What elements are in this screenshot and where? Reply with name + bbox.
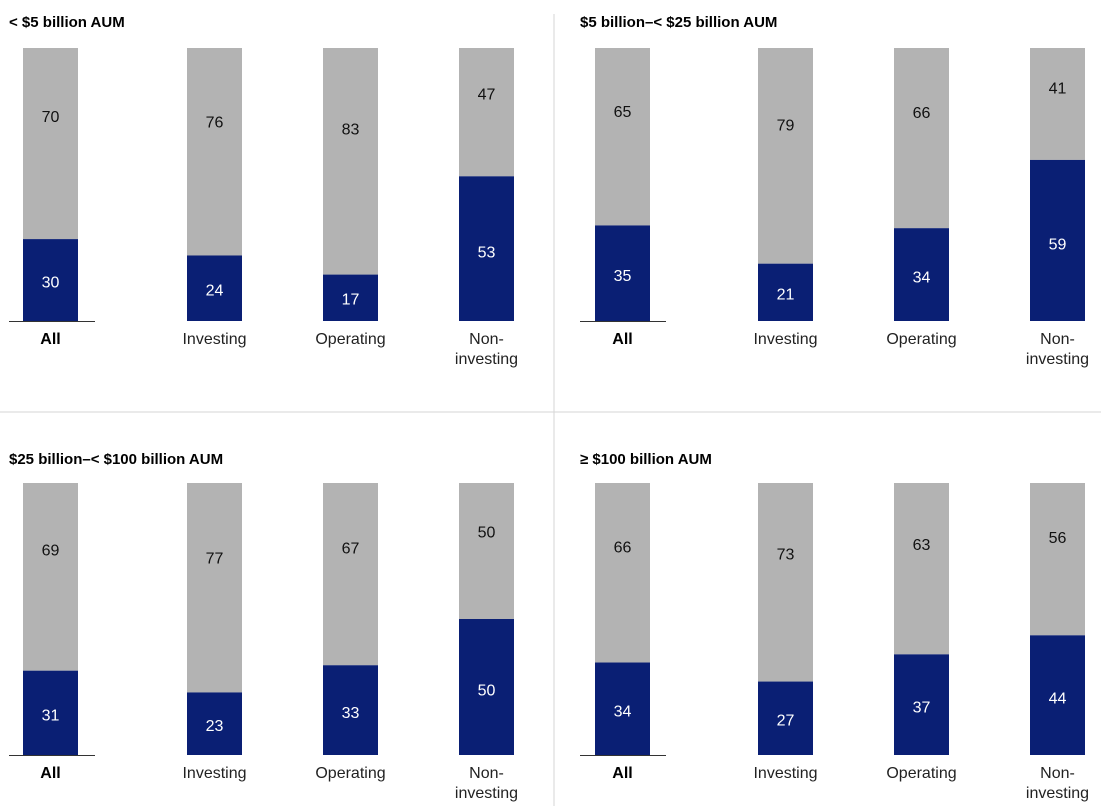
- value-label-upper: 79: [777, 118, 795, 135]
- category-label: Non-investing: [455, 765, 518, 802]
- value-label-lower: 23: [206, 718, 224, 735]
- panel-title: $5 billion–< $25 billion AUM: [580, 14, 777, 31]
- bar-segment-lower: [758, 681, 813, 755]
- bar-segment-upper: [23, 483, 78, 671]
- bar-segment-lower: [459, 619, 514, 755]
- value-label-upper: 66: [614, 540, 632, 557]
- value-label-lower: 34: [614, 704, 632, 721]
- bar-segment-upper: [187, 483, 242, 693]
- bar-segment-upper: [187, 48, 242, 256]
- bar-segment-lower: [187, 692, 242, 755]
- bar-segment-upper: [1030, 483, 1085, 636]
- value-label-lower: 27: [777, 713, 795, 730]
- value-label-lower: 37: [913, 700, 931, 717]
- bar-segment-upper: [323, 48, 378, 275]
- value-label-lower: 35: [614, 268, 632, 285]
- bar-segment-lower: [23, 670, 78, 755]
- value-label-lower: 59: [1049, 237, 1067, 254]
- value-label-upper: 70: [42, 109, 60, 126]
- chart-panel: < $5 billion AUM 70 30 All 76 24 Investing 83 17…: [9, 14, 518, 368]
- category-label: All: [612, 331, 632, 348]
- bar-segment-upper: [1030, 48, 1085, 160]
- bar-segment-upper: [894, 48, 949, 229]
- chart-panel: ≥ $100 billion AUM 66 34 All 73 27 Investing 63…: [580, 451, 1089, 802]
- value-label-lower: 24: [206, 283, 224, 300]
- bar-segment-lower: [758, 263, 813, 321]
- bar-segment-lower: [23, 239, 78, 321]
- chart-panels: < $5 billion AUM 70 30 All 76 24 Investing 83 17…: [9, 14, 1089, 802]
- chart-panel: $5 billion–< $25 billion AUM 65 35 All 79 21 I…: [580, 14, 1089, 368]
- value-label-lower: 34: [913, 269, 931, 286]
- bar-segment-lower: [894, 228, 949, 321]
- bar-segment-lower: [595, 662, 650, 755]
- bar-segment-upper: [459, 483, 514, 619]
- value-label-lower: 44: [1049, 691, 1067, 708]
- value-label-upper: 50: [478, 524, 496, 541]
- category-label: All: [612, 765, 632, 782]
- category-label: Investing: [753, 331, 817, 348]
- category-label: Investing: [182, 765, 246, 782]
- category-label: Operating: [886, 765, 956, 782]
- bar-segment-upper: [595, 48, 650, 226]
- chart-panel: $25 billion–< $100 billion AUM 69 31 All 77 2…: [9, 451, 518, 802]
- category-label: Investing: [753, 765, 817, 782]
- bar-segment-upper: [758, 483, 813, 682]
- category-label: Non-investing: [1026, 331, 1089, 368]
- value-label-upper: 41: [1049, 81, 1067, 98]
- value-label-upper: 66: [913, 105, 931, 122]
- value-label-upper: 76: [206, 115, 224, 132]
- value-label-lower: 31: [42, 708, 60, 725]
- value-label-lower: 53: [478, 245, 496, 262]
- value-label-lower: 50: [478, 683, 496, 700]
- value-label-upper: 67: [342, 541, 360, 558]
- category-label: Operating: [886, 331, 956, 348]
- value-label-upper: 63: [913, 537, 931, 554]
- value-label-upper: 73: [777, 546, 795, 563]
- category-label: Operating: [315, 331, 385, 348]
- panel-title: < $5 billion AUM: [9, 14, 125, 31]
- bar-segment-lower: [894, 654, 949, 755]
- category-label: All: [40, 765, 60, 782]
- bar-segment-upper: [894, 483, 949, 655]
- bar-segment-upper: [758, 48, 813, 264]
- category-label: All: [40, 331, 60, 348]
- bar-segment-upper: [459, 48, 514, 177]
- panel-title: $25 billion–< $100 billion AUM: [9, 451, 223, 468]
- value-label-lower: 21: [777, 286, 795, 303]
- category-label: Investing: [182, 331, 246, 348]
- panel-title: ≥ $100 billion AUM: [580, 451, 712, 468]
- bar-segment-lower: [1030, 159, 1085, 321]
- bar-segment-lower: [595, 225, 650, 321]
- value-label-lower: 30: [42, 275, 60, 292]
- bar-segment-upper: [23, 48, 78, 240]
- value-label-upper: 47: [478, 87, 496, 104]
- category-label: Non-investing: [1026, 765, 1089, 802]
- value-label-upper: 83: [342, 121, 360, 138]
- bar-segment-lower: [323, 274, 378, 321]
- value-label-upper: 56: [1049, 530, 1067, 547]
- bar-segment-upper: [595, 483, 650, 663]
- bar-segment-upper: [323, 483, 378, 666]
- category-label: Non-investing: [455, 331, 518, 368]
- value-label-lower: 17: [342, 292, 360, 309]
- value-label-upper: 65: [614, 104, 632, 121]
- bar-segment-lower: [459, 176, 514, 321]
- value-label-upper: 69: [42, 543, 60, 560]
- value-label-upper: 77: [206, 550, 224, 567]
- bar-segment-lower: [323, 665, 378, 755]
- bar-segment-lower: [187, 255, 242, 321]
- bar-segment-lower: [1030, 635, 1085, 755]
- value-label-lower: 33: [342, 705, 360, 722]
- category-label: Operating: [315, 765, 385, 782]
